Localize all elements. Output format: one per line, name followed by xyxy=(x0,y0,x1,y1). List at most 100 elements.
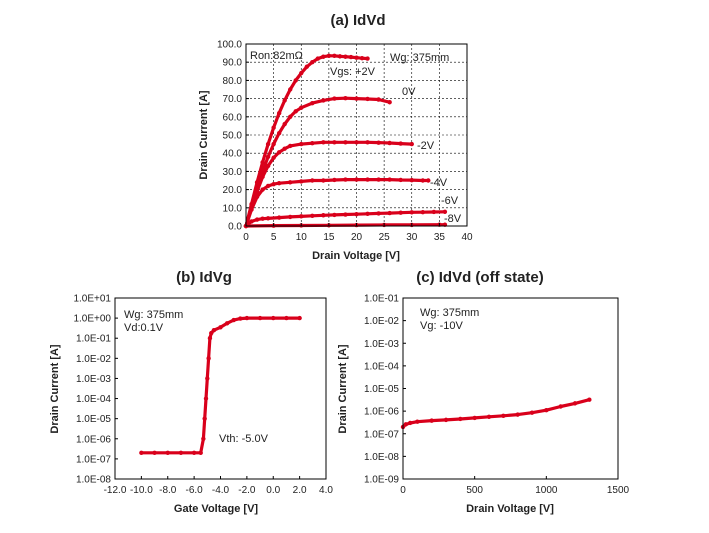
chart-a-series-0-point xyxy=(365,56,370,61)
chart-b-vd-annotation: Vd:0.1V xyxy=(124,322,164,334)
chart-a-series-0-point xyxy=(321,54,326,59)
chart-a-series-3-point xyxy=(249,207,254,212)
chart-c-ytick-label: 1.0E-07 xyxy=(364,429,399,440)
chart-a-series-4-point xyxy=(260,216,265,221)
series-label-minus6v: -6V xyxy=(441,195,459,207)
chart-a-series-3-point xyxy=(265,183,271,189)
chart-a-series-0-point xyxy=(260,160,265,165)
chart-c-series-0-point xyxy=(472,415,477,421)
chart-a-series-4-point xyxy=(420,209,425,215)
chart-b-series-0-point xyxy=(178,450,184,456)
chart-a-series-2-point xyxy=(265,163,271,169)
chart-b-xtick-label: -12.0 xyxy=(104,485,127,496)
chart-b-ytick-label: 1.0E-08 xyxy=(76,475,111,486)
chart-b-idvg: (b) IdVg -12.0 -10.0 -8.0 -6.0 -4.0 -2.0 0.0 2.… xyxy=(49,269,333,515)
chart-a-series-1-point xyxy=(387,100,392,105)
chart-a-xtick-label: 25 xyxy=(379,232,391,243)
chart-a-series-2-point xyxy=(282,146,287,151)
chart-a-ytick-label: 40.0 xyxy=(223,149,243,160)
chart-b-series-0-point xyxy=(203,396,209,401)
chart-a-series-4-point xyxy=(265,216,271,221)
chart-a-series-0-point xyxy=(282,98,287,103)
chart-b-wg-annotation: Wg: 375mm xyxy=(124,309,183,321)
chart-a-series-3-point xyxy=(332,177,337,183)
chart-a-xtick-label: 15 xyxy=(323,232,335,243)
chart-a-series-0-point xyxy=(326,53,332,59)
chart-a-series-1-point xyxy=(288,114,293,120)
chart-a-series-4-point xyxy=(254,217,260,222)
series-label-0v: 0V xyxy=(402,86,416,98)
chart-a-series-0-point xyxy=(354,55,359,60)
chart-c-ytick-label: 1.0E-01 xyxy=(364,294,399,305)
chart-a-series-1-point xyxy=(293,109,298,114)
chart-b-series-0-point xyxy=(238,316,243,321)
chart-c-ytick-label: 1.0E-02 xyxy=(364,316,399,327)
chart-b-ytick-label: 1.0E-03 xyxy=(76,374,111,385)
chart-a-series-4-point xyxy=(343,212,348,217)
chart-b-series-0-point xyxy=(198,450,203,456)
chart-b-series-0-point xyxy=(201,436,206,441)
chart-c-series-0-point xyxy=(529,410,535,415)
chart-b-series-0-point xyxy=(284,315,289,321)
chart-b-ytick-label: 1.0E+00 xyxy=(73,314,111,325)
series-label-vgs-plus2: Vgs: +2V xyxy=(330,66,376,78)
chart-a-series-3-point xyxy=(409,177,414,183)
chart-a-series-0-point xyxy=(271,125,276,130)
chart-c-xtick-label: 500 xyxy=(466,485,483,496)
chart-a-xtick-label: 35 xyxy=(434,232,446,243)
chart-b-ytick-label: 1.0E-01 xyxy=(76,334,111,345)
chart-c-series-0-point xyxy=(544,407,549,413)
chart-b-ytick-label: 1.0E-04 xyxy=(76,394,111,405)
chart-b-series-0-point xyxy=(165,450,170,456)
chart-a-series-4-point xyxy=(249,219,254,224)
chart-a-series-3-point xyxy=(420,178,425,183)
chart-a-ylabel: Drain Current [A] xyxy=(198,90,210,180)
chart-b-series-0-point xyxy=(297,315,302,321)
chart-a-series-0-point xyxy=(304,64,309,69)
chart-a-series-1-point xyxy=(376,97,381,102)
chart-a-series-0-point xyxy=(343,54,348,59)
chart-a-series-1-point xyxy=(276,130,282,136)
chart-b-xtick-label: 4.0 xyxy=(319,485,333,496)
chart-a-series-1-point xyxy=(299,105,304,110)
chart-a-series-0-point xyxy=(276,110,282,116)
chart-a-series-0-point xyxy=(332,53,337,59)
chart-c-series-0-point xyxy=(458,416,463,422)
chart-c-series-0-point xyxy=(486,414,492,420)
chart-c-series-0-point xyxy=(443,417,449,423)
chart-b-ytick-label: 1.0E-05 xyxy=(76,414,111,425)
chart-a-series-0-point xyxy=(293,78,298,83)
chart-c-series-0-point xyxy=(558,404,563,409)
chart-c-xlabel: Drain Voltage [V] xyxy=(466,503,554,515)
chart-c-series-0-point xyxy=(501,413,506,419)
chart-a-series-4-point xyxy=(276,215,282,220)
chart-a-series-4-point xyxy=(376,211,381,216)
chart-c-series-0-point xyxy=(415,419,420,424)
chart-b-series-0-point xyxy=(205,376,210,381)
chart-c-series-0-point xyxy=(572,401,578,406)
chart-c-ytick-label: 1.0E-05 xyxy=(364,384,399,395)
chart-c-series-0-point xyxy=(403,422,409,427)
chart-a-xtick-label: 0 xyxy=(243,232,249,243)
chart-a-series-0-point xyxy=(288,87,293,92)
chart-a-series-4-point xyxy=(321,213,326,218)
chart-a-series-2-point xyxy=(271,155,276,160)
chart-a-ron-annotation: Ron:82mΩ xyxy=(250,50,303,62)
series-label-minus8v: -8V xyxy=(444,213,462,225)
chart-b-xtick-label: -6.0 xyxy=(186,485,204,496)
chart-c-series-0-point xyxy=(407,420,413,426)
chart-a-series-3-point xyxy=(398,177,403,183)
chart-a-series-4-point xyxy=(332,212,337,218)
chart-a-series-0-point xyxy=(337,54,343,59)
chart-b-xtick-label: -4.0 xyxy=(212,485,230,496)
chart-a-ytick-label: 20.0 xyxy=(223,185,243,196)
chart-a-ytick-label: 90.0 xyxy=(223,58,243,69)
chart-a-series-3-point xyxy=(365,177,370,182)
chart-a-series-2-point xyxy=(365,140,370,145)
chart-a-series-0-point xyxy=(348,54,354,60)
chart-b-series-0-point xyxy=(209,330,214,336)
chart-b-series-0-point xyxy=(224,321,230,326)
chart-a-series-2-point xyxy=(354,140,359,145)
chart-a-series-4-point xyxy=(310,213,315,219)
chart-a-series-0-point xyxy=(299,70,304,76)
